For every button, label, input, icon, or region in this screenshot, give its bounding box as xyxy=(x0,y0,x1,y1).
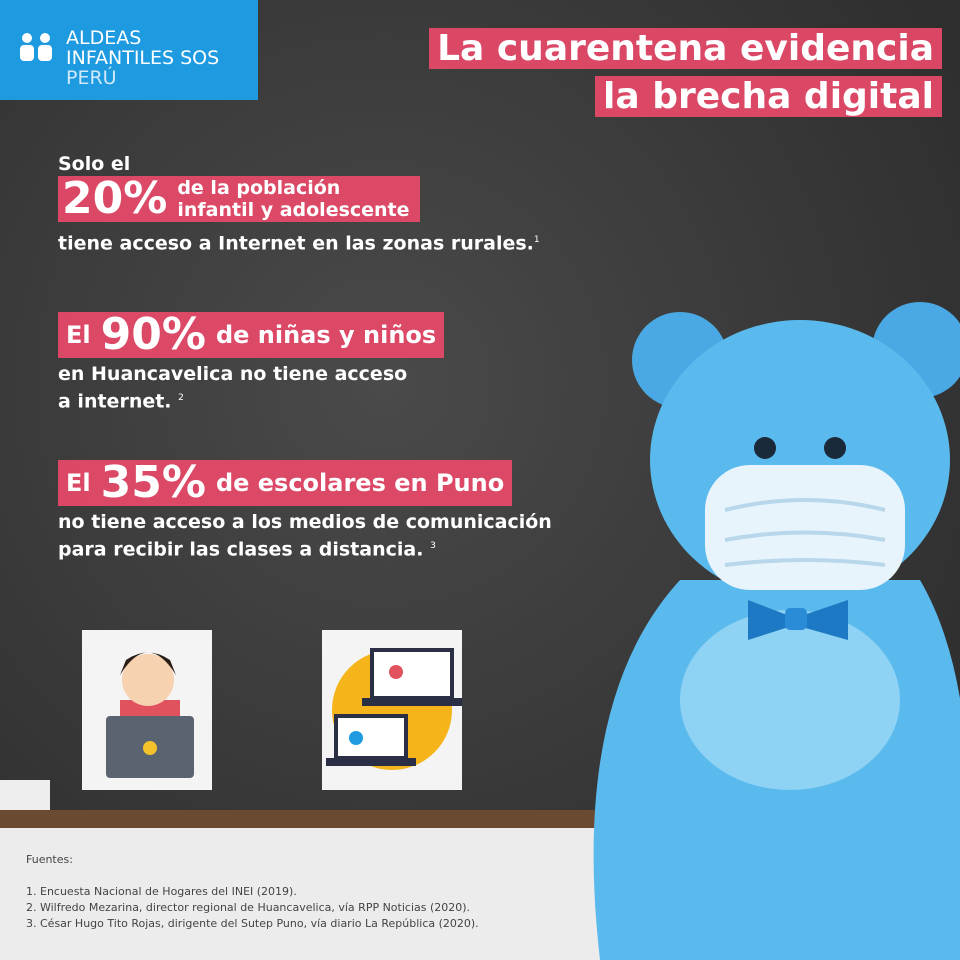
sources: Fuentes: 1. Encuesta Nacional de Hogares… xyxy=(26,852,479,932)
stat-block: Solo el 20% de la población infantil y a… xyxy=(58,152,540,255)
footnote: 1 xyxy=(533,235,540,245)
remote-class-icon xyxy=(322,630,462,790)
stat-big: 35% xyxy=(100,457,206,508)
source-item: 2. Wilfredo Mezarina, director regional … xyxy=(26,901,471,914)
logo-line: ALDEAS xyxy=(66,27,142,49)
logo-text: ALDEAS INFANTILES SOS PERÚ xyxy=(66,28,219,88)
stat-lead: El xyxy=(66,321,91,349)
stat-lead: Solo el xyxy=(58,153,131,175)
logo-line: PERÚ xyxy=(66,67,117,89)
stat-rest: para recibir las clases a distancia. xyxy=(58,538,424,561)
logo-icon xyxy=(20,33,52,61)
logo-line: INFANTILES SOS xyxy=(66,47,220,69)
source-item: 3. César Hugo Tito Rojas, dirigente del … xyxy=(26,917,479,930)
title-line: La cuarentena evidencia xyxy=(429,28,942,69)
footnote: 3 xyxy=(430,541,436,551)
stat-rest: no tiene acceso a los medios de comunica… xyxy=(58,511,552,533)
stat-after: de la población xyxy=(177,177,341,199)
eraser xyxy=(0,780,50,810)
stat-big: 90% xyxy=(100,309,206,360)
source-item: 1. Encuesta Nacional de Hogares del INEI… xyxy=(26,885,297,898)
sources-heading: Fuentes: xyxy=(26,853,73,866)
stat-lead: El xyxy=(66,469,91,497)
stat-rest: en Huancavelica no tiene acceso xyxy=(58,363,408,385)
stat-rest: tiene acceso a Internet en las zonas rur… xyxy=(58,232,534,255)
student-icon xyxy=(82,630,212,790)
stat-after: infantil y adolescente xyxy=(177,199,410,221)
stat-after: de escolares en Puno xyxy=(215,469,505,497)
footnote: 2 xyxy=(178,393,184,403)
stat-rest: a internet. xyxy=(58,390,172,413)
title-line: la brecha digital xyxy=(595,76,942,117)
bear-mascot xyxy=(593,302,960,960)
stat-after: de niñas y niños xyxy=(215,321,437,349)
stat-big: 20% xyxy=(62,173,168,224)
stat-block: El 90% de niñas y niños en Huancavelica … xyxy=(58,309,445,413)
title: La cuarentena evidencia la brecha digita… xyxy=(429,28,942,118)
stat-block: El 35% de escolares en Puno no tiene acc… xyxy=(58,460,552,561)
